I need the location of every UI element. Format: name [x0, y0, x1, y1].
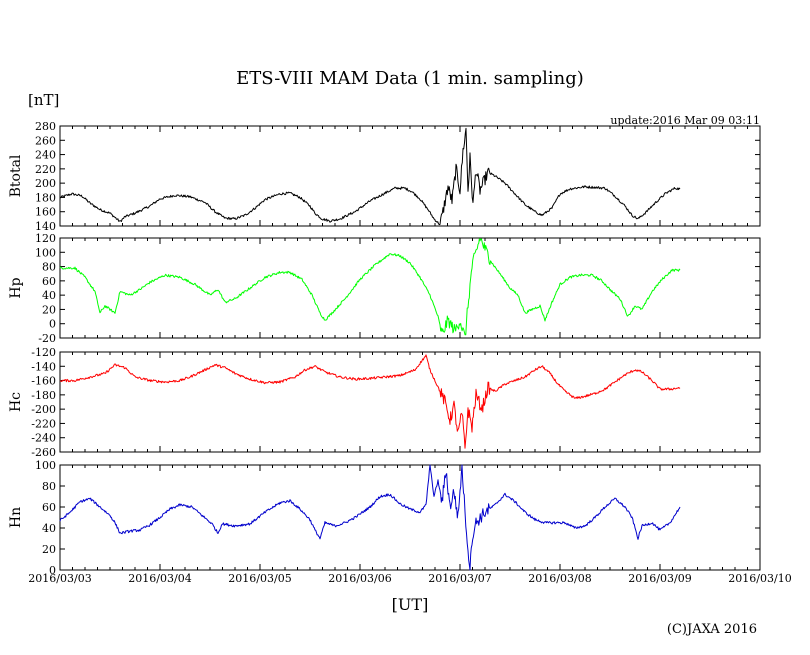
y-tick-label-hc: -140: [31, 360, 56, 373]
y-tick-label-btotal: 220: [35, 163, 56, 176]
panel-hn: 0 20 40 60 80 100 Hn: [8, 459, 761, 577]
panel-frame-btotal: [59, 125, 761, 227]
y-tick-label-hp: -20: [38, 332, 56, 345]
x-tick-label: 2016/03/08: [528, 572, 591, 585]
y-tick-label-hn: 40: [42, 522, 56, 535]
y-tick-label-hn: 20: [42, 543, 56, 556]
x-tick-label: 2016/03/06: [328, 572, 391, 585]
unit-label: [nT]: [28, 91, 59, 109]
y-tick-label-hc: -180: [31, 389, 56, 402]
y-tick-label-btotal: 260: [35, 134, 56, 147]
y-tick-label-hn: 80: [42, 480, 56, 493]
series-line-hp: [59, 238, 681, 336]
x-axis-title: [UT]: [392, 595, 429, 614]
y-tick-label-hn: 0: [49, 564, 56, 577]
x-tick-label: 2016/03/10: [728, 572, 791, 585]
panel-frame-hc: [59, 351, 761, 453]
y-tick-label-btotal: 140: [35, 220, 56, 233]
x-tick-labels: 2016/03/03 2016/03/04 2016/03/05 2016/03/06…: [28, 572, 791, 585]
y-tick-label-btotal: 160: [35, 206, 56, 219]
panel-label-hp: Hp: [8, 277, 24, 298]
y-tick-label-hp: 60: [42, 275, 56, 288]
x-tick-label: 2016/03/09: [628, 572, 691, 585]
y-tick-label-hc: -220: [31, 417, 56, 430]
x-tick-label: 2016/03/03: [28, 572, 91, 585]
x-tick-label: 2016/03/04: [128, 572, 191, 585]
y-tick-label-hp: 100: [35, 246, 56, 259]
series-line-hn: [59, 464, 681, 571]
chart-title: ETS-VIII MAM Data (1 min. sampling): [236, 68, 584, 89]
panel-label-btotal: Btotal: [8, 154, 24, 197]
y-tick-label-hc: -240: [31, 432, 56, 445]
y-tick-label-hp: 40: [42, 289, 56, 302]
x-tick-label: 2016/03/07: [428, 572, 491, 585]
chart-panels: 140160180200220240260280Btotal-200204060…: [8, 120, 761, 577]
y-tick-label-hc: -120: [31, 346, 56, 359]
y-tick-label-hn: 100: [35, 459, 56, 472]
y-tick-label-hp: 20: [42, 303, 56, 316]
y-tick-label-hp: 120: [35, 232, 56, 245]
y-tick-label-btotal: 200: [35, 177, 56, 190]
y-tick-label-hp: 0: [49, 318, 56, 331]
y-tick-label-hc: -160: [31, 375, 56, 388]
y-tick-label-btotal: 240: [35, 149, 56, 162]
panel-frame-hn: [59, 464, 761, 571]
update-timestamp: update:2016 Mar 09 03:11: [610, 114, 760, 127]
y-tick-label-btotal: 180: [35, 191, 56, 204]
y-tick-label-btotal: 280: [35, 120, 56, 133]
panel-hc: -260-240 -220-200-180-160 -140-120 Hc: [8, 346, 761, 459]
y-tick-label-hn: 60: [42, 501, 56, 514]
y-tick-label-hp: 80: [42, 261, 56, 274]
series-line-hc: [59, 354, 681, 449]
x-tick-label: 2016/03/05: [228, 572, 291, 585]
y-tick-label-hc: -260: [31, 446, 56, 459]
copyright: (C)JAXA 2016: [667, 622, 757, 637]
series-line-btotal: [59, 127, 681, 226]
y-tick-label-hc: -200: [31, 403, 56, 416]
panel-label-hn: Hn: [8, 507, 24, 528]
panel-label-hc: Hc: [8, 392, 24, 412]
